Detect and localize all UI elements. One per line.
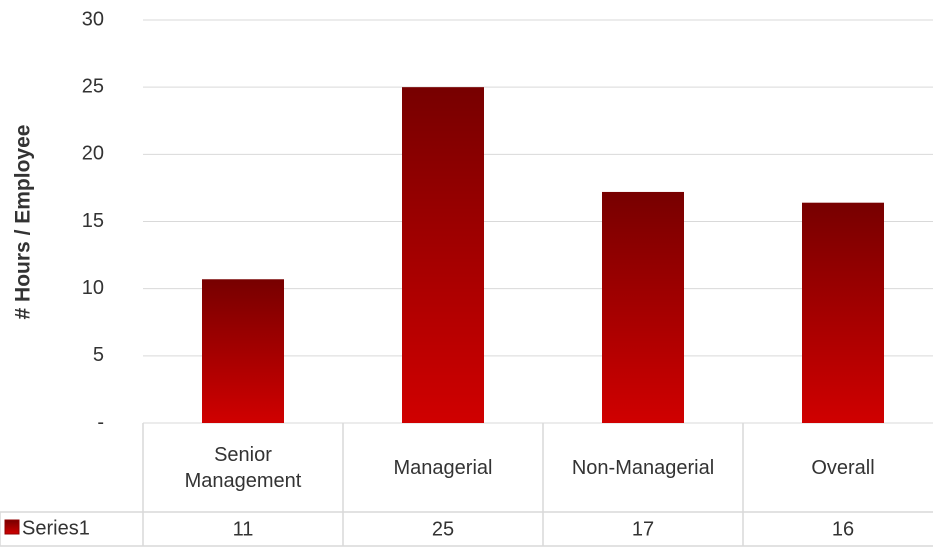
- x-tick-label-box: Overall: [811, 456, 875, 479]
- bar: [802, 202, 884, 423]
- legend-label: Series1: [22, 517, 90, 539]
- x-tick-label-box: Managerial: [393, 456, 493, 479]
- y-tick-label: 15: [82, 210, 104, 232]
- y-tick-label: 30: [82, 8, 104, 30]
- data-table-value: 16: [832, 518, 854, 540]
- y-tick-label: 5: [93, 344, 104, 366]
- x-tick-label: Overall: [811, 456, 875, 479]
- bar: [402, 87, 484, 424]
- bar: [602, 191, 684, 423]
- bar: [202, 279, 284, 423]
- y-tick-label: 10: [82, 277, 104, 299]
- legend-key: [4, 519, 20, 535]
- y-axis-title: # Hours / Employee: [12, 125, 35, 320]
- x-tick-label: Non-Managerial: [571, 456, 715, 479]
- data-table-value: 25: [432, 518, 454, 540]
- x-tick-label: Senior Management: [184, 443, 302, 492]
- y-tick-label: 20: [82, 143, 104, 165]
- x-tick-label-box: Non-Managerial: [571, 456, 715, 479]
- x-tick-label-box: Senior Management: [184, 443, 302, 492]
- x-tick-label: Managerial: [393, 456, 493, 479]
- y-tick-label: 25: [82, 75, 104, 97]
- data-table-value: 17: [632, 518, 654, 540]
- y-tick-label: -: [97, 411, 104, 433]
- data-table-value: 11: [233, 518, 254, 540]
